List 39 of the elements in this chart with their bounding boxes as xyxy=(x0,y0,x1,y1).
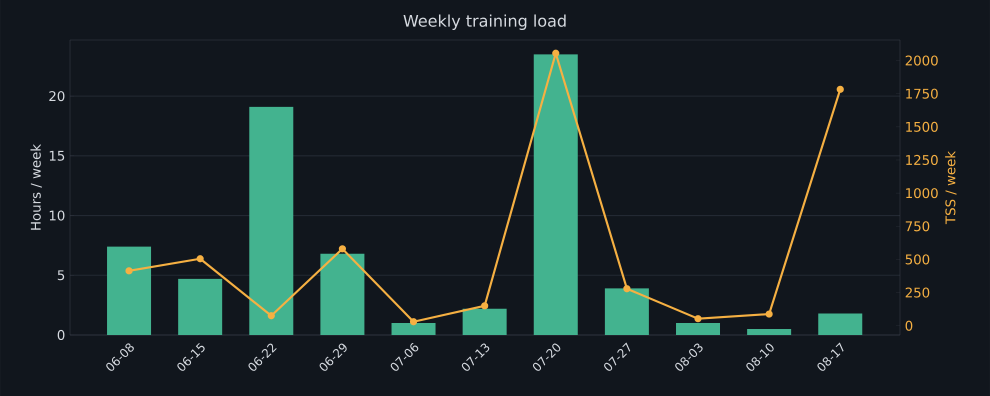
point xyxy=(623,285,630,292)
y2-tick-label: 1500 xyxy=(906,122,938,132)
point xyxy=(836,86,844,93)
y2-tick-label: 750 xyxy=(906,221,930,232)
point xyxy=(766,310,773,318)
y-tick-label: 15 xyxy=(50,150,64,161)
y2-axis-title: TSS / week xyxy=(945,150,956,224)
bar xyxy=(178,278,222,335)
point xyxy=(196,255,204,262)
y2-tick-label: 1750 xyxy=(906,88,938,99)
point xyxy=(338,245,346,252)
point xyxy=(694,315,702,322)
y2-tick-label: 1000 xyxy=(906,188,938,198)
y2-tick-label: 0 xyxy=(906,320,912,331)
y2-tick-label: 500 xyxy=(906,254,930,264)
y-axis-title: Hours / week xyxy=(30,144,42,230)
point xyxy=(552,50,560,57)
point xyxy=(125,267,133,274)
bar xyxy=(392,323,436,335)
y-tick-label: 0 xyxy=(58,330,64,340)
bar xyxy=(818,313,862,335)
bar xyxy=(747,329,792,335)
y-tick-label: 5 xyxy=(58,270,64,280)
y2-tick-label: 1250 xyxy=(906,154,938,166)
bar xyxy=(534,54,578,335)
y-tick-label: 10 xyxy=(50,210,64,221)
y2-tick-label: 250 xyxy=(906,288,930,298)
chart-title: Weekly training load xyxy=(403,14,566,30)
y2-tick-label: 2000 xyxy=(906,55,938,66)
bar xyxy=(320,254,364,335)
bar xyxy=(676,323,720,335)
bar xyxy=(462,308,507,335)
point xyxy=(481,302,488,310)
point xyxy=(268,312,275,320)
point xyxy=(410,318,418,326)
bar xyxy=(604,288,649,335)
bar xyxy=(249,106,294,335)
y-tick-label: 20 xyxy=(49,91,64,102)
bar xyxy=(107,246,152,335)
